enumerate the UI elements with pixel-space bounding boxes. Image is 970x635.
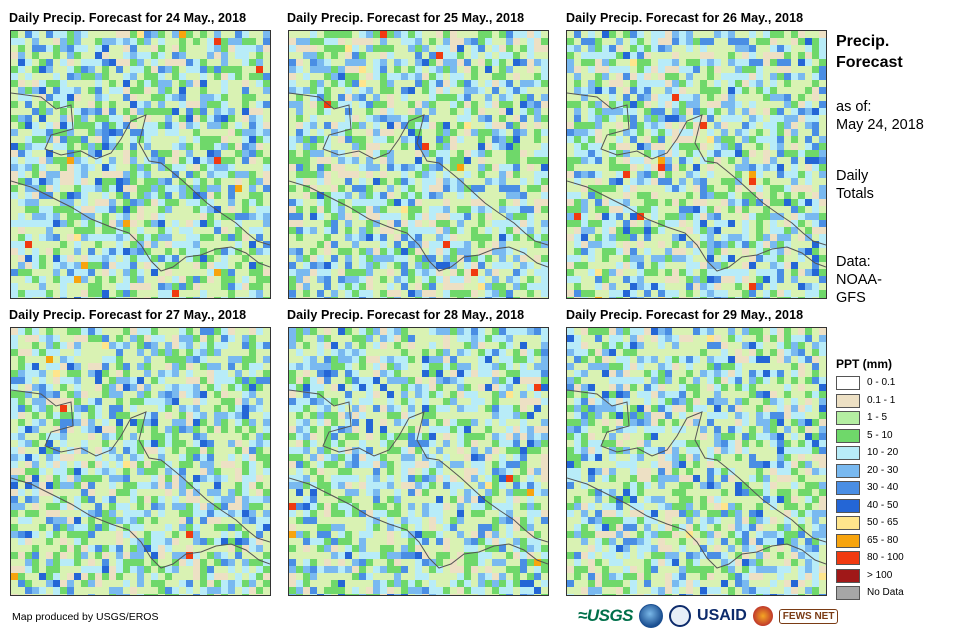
legend-label: 50 - 65	[867, 517, 899, 528]
panel-title-6: Daily Precip. Forecast for 29 May., 2018	[566, 308, 804, 322]
legend-label: 30 - 40	[867, 482, 899, 493]
usaid-logo: USAID	[697, 607, 747, 624]
fews-net-logo: FEWS NET	[778, 608, 839, 624]
legend-swatch	[836, 568, 860, 583]
legend-swatch	[836, 411, 860, 425]
legend-label: 40 - 50	[867, 499, 899, 511]
legend-swatch	[836, 428, 860, 443]
legend-label: 0.1 - 1	[867, 394, 896, 406]
legend-swatch	[836, 516, 860, 530]
map-panel-4	[10, 327, 271, 596]
logo-strip: ≈USGS USAID FEWS NET	[578, 602, 839, 630]
panel-title-1: Daily Precip. Forecast for 24 May., 2018	[9, 11, 247, 25]
map-panel-2	[288, 30, 549, 299]
map-credit: Map produced by USGS/EROS	[12, 611, 159, 623]
legend-label: > 100	[867, 569, 893, 581]
totals-line2: Totals	[836, 186, 874, 202]
legend-swatch	[836, 481, 860, 495]
sidebar-heading-line2: Forecast	[836, 54, 903, 71]
noaa-logo	[639, 604, 664, 628]
legend-label: 80 - 100	[867, 552, 904, 563]
map-panel-5	[288, 327, 549, 596]
legend-swatch	[836, 393, 860, 408]
usgs-logo: ≈USGS	[578, 606, 634, 625]
data-line2: GFS	[836, 290, 866, 306]
fews-sun-icon	[752, 606, 773, 626]
legend-swatch	[836, 498, 860, 513]
legend-swatch	[836, 533, 860, 548]
map-panel-6	[566, 327, 827, 596]
map-panel-1	[10, 30, 271, 299]
legend-swatch	[836, 446, 860, 460]
legend-title: PPT (mm)	[836, 357, 893, 371]
panel-title-2: Daily Precip. Forecast for 25 May., 2018	[287, 11, 525, 25]
legend-swatch	[836, 463, 860, 478]
panel-title-4: Daily Precip. Forecast for 27 May., 2018	[9, 308, 247, 322]
map-panel-3	[566, 30, 827, 299]
legend-label: 10 - 20	[867, 447, 899, 458]
usaid-seal-icon	[669, 605, 692, 627]
legend-swatch	[836, 376, 860, 390]
legend-swatch	[836, 551, 860, 565]
panel-title-5: Daily Precip. Forecast for 28 May., 2018	[287, 308, 525, 322]
legend-label: 20 - 30	[867, 464, 899, 476]
legend-label: No Data	[867, 587, 904, 598]
legend-label: 65 - 80	[867, 534, 899, 546]
panel-title-3: Daily Precip. Forecast for 26 May., 2018	[566, 11, 804, 25]
data-line1: NOAA-	[836, 272, 882, 288]
asof-date: May 24, 2018	[836, 117, 924, 133]
sidebar-heading-line1: Precip.	[836, 33, 890, 50]
legend-label: 5 - 10	[867, 429, 893, 441]
totals-line1: Daily	[836, 168, 869, 184]
legend-label: 0 - 0.1	[867, 377, 896, 388]
asof-label: as of:	[836, 99, 872, 115]
data-label: Data:	[836, 254, 871, 270]
legend-swatch	[836, 586, 860, 600]
legend-label: 1 - 5	[867, 412, 888, 423]
